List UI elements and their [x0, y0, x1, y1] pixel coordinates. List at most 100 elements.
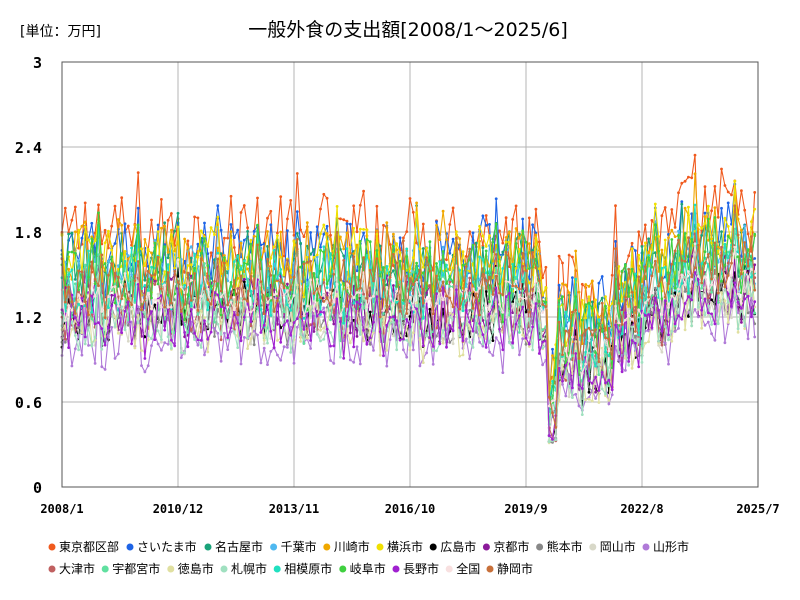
- data-point: [299, 241, 302, 245]
- data-point: [133, 346, 137, 350]
- data-point: [292, 294, 296, 297]
- data-point: [67, 250, 70, 254]
- data-point: [87, 275, 90, 279]
- data-point: [269, 209, 273, 213]
- data-point: [398, 251, 402, 255]
- data-point: [720, 167, 723, 171]
- data-point: [170, 305, 173, 309]
- data-point: [478, 322, 481, 325]
- legend-label: 川崎市: [334, 539, 370, 554]
- data-point: [451, 206, 455, 210]
- data-point: [319, 245, 322, 249]
- data-point: [445, 258, 448, 262]
- data-point: [650, 308, 654, 311]
- data-point: [375, 204, 379, 208]
- data-point: [186, 239, 190, 243]
- data-point: [385, 349, 389, 352]
- legend-item: 全国: [445, 561, 480, 576]
- data-point: [428, 269, 432, 273]
- data-point: [372, 279, 375, 283]
- data-point: [213, 335, 216, 338]
- data-point: [547, 434, 551, 437]
- data-point: [133, 299, 137, 302]
- data-point: [163, 270, 167, 273]
- data-point: [156, 255, 160, 259]
- data-point: [438, 260, 442, 263]
- data-point: [673, 226, 677, 229]
- data-point: [746, 280, 750, 284]
- data-point: [750, 258, 753, 262]
- data-point: [116, 295, 120, 299]
- data-point: [269, 337, 273, 340]
- legend-swatch: [273, 565, 281, 573]
- data-point: [405, 274, 409, 278]
- data-point: [77, 288, 80, 292]
- data-point: [706, 296, 710, 300]
- data-point: [160, 226, 163, 230]
- data-point: [736, 300, 740, 304]
- data-point: [474, 292, 478, 296]
- data-point: [80, 353, 84, 357]
- data-point: [421, 222, 425, 226]
- data-point: [730, 261, 733, 265]
- data-point: [474, 241, 478, 245]
- data-point: [342, 356, 346, 360]
- data-point: [498, 327, 501, 331]
- data-point: [733, 204, 737, 208]
- data-point: [67, 232, 70, 236]
- x-tick-label: 2013/11: [269, 502, 320, 516]
- data-point: [229, 326, 233, 330]
- data-point: [448, 251, 452, 255]
- data-point: [153, 303, 157, 307]
- data-point: [418, 247, 422, 251]
- data-point: [206, 350, 210, 354]
- data-point: [398, 338, 402, 342]
- data-point: [634, 272, 637, 276]
- data-point: [223, 254, 226, 257]
- data-point: [637, 337, 641, 341]
- data-point: [411, 210, 415, 214]
- data-point: [518, 295, 521, 298]
- data-point: [259, 243, 263, 247]
- data-point: [554, 438, 558, 442]
- data-point: [368, 310, 372, 314]
- data-point: [262, 338, 266, 342]
- data-point: [150, 344, 153, 347]
- data-point: [537, 352, 541, 355]
- data-point: [236, 321, 240, 325]
- data-point: [329, 252, 332, 255]
- data-point: [736, 327, 740, 331]
- data-point: [624, 318, 627, 322]
- data-point: [368, 240, 372, 244]
- data-point: [196, 338, 200, 342]
- data-point: [256, 196, 259, 200]
- data-point: [107, 229, 110, 233]
- data-point: [643, 223, 647, 227]
- data-point: [375, 257, 379, 260]
- data-point: [584, 283, 588, 286]
- data-point: [564, 379, 568, 382]
- data-point: [604, 350, 607, 353]
- data-point: [249, 342, 253, 346]
- data-point: [557, 320, 561, 324]
- data-point: [726, 321, 730, 324]
- data-point: [667, 317, 670, 321]
- data-point: [663, 206, 667, 209]
- data-point: [289, 301, 293, 304]
- data-point: [398, 309, 402, 313]
- data-point: [471, 280, 475, 284]
- data-point: [299, 265, 302, 269]
- data-point: [425, 351, 428, 355]
- data-point: [289, 199, 293, 202]
- data-point: [252, 230, 256, 233]
- data-point: [160, 198, 163, 201]
- data-point: [411, 256, 415, 259]
- data-point: [657, 235, 660, 238]
- data-point: [478, 278, 481, 282]
- data-point: [392, 244, 395, 248]
- data-point: [590, 399, 594, 403]
- data-point: [392, 334, 395, 338]
- data-point: [723, 263, 727, 267]
- data-point: [302, 328, 306, 331]
- data-point: [723, 184, 727, 187]
